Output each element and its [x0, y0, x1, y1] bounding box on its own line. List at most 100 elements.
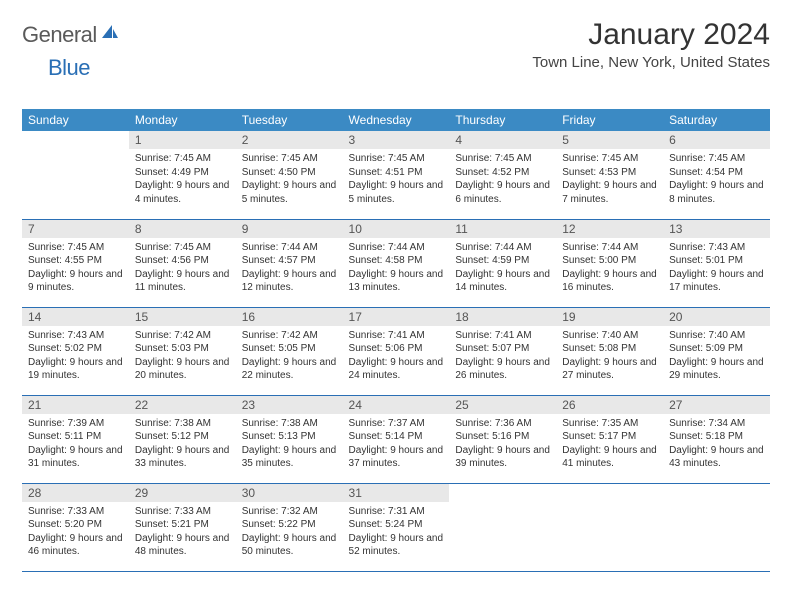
sunset-line: Sunset: 4:53 PM: [562, 166, 657, 180]
day-number: 28: [22, 484, 129, 502]
calendar-day-cell: 14Sunrise: 7:43 AMSunset: 5:02 PMDayligh…: [22, 307, 129, 395]
daylight-line: Daylight: 9 hours and 5 minutes.: [242, 179, 337, 206]
daylight-line: Daylight: 9 hours and 17 minutes.: [669, 268, 764, 295]
month-title: January 2024: [532, 18, 770, 52]
calendar-day-cell: 18Sunrise: 7:41 AMSunset: 5:07 PMDayligh…: [449, 307, 556, 395]
calendar-day-cell: 12Sunrise: 7:44 AMSunset: 5:00 PMDayligh…: [556, 219, 663, 307]
daylight-line: Daylight: 9 hours and 29 minutes.: [669, 356, 764, 383]
calendar-day-cell: 20Sunrise: 7:40 AMSunset: 5:09 PMDayligh…: [663, 307, 770, 395]
day-number: 16: [236, 308, 343, 326]
sunrise-line: Sunrise: 7:41 AM: [455, 329, 550, 343]
calendar-week-row: 21Sunrise: 7:39 AMSunset: 5:11 PMDayligh…: [22, 395, 770, 483]
daylight-line: Daylight: 9 hours and 14 minutes.: [455, 268, 550, 295]
sunset-line: Sunset: 5:21 PM: [135, 518, 230, 532]
brand-part2: Blue: [48, 55, 90, 80]
calendar-day-cell: 29Sunrise: 7:33 AMSunset: 5:21 PMDayligh…: [129, 483, 236, 571]
day-details: Sunrise: 7:42 AMSunset: 5:03 PMDaylight:…: [129, 326, 236, 383]
sunset-line: Sunset: 4:55 PM: [28, 254, 123, 268]
weekday-header: Wednesday: [343, 109, 450, 131]
day-details: Sunrise: 7:44 AMSunset: 5:00 PMDaylight:…: [556, 238, 663, 295]
sunset-line: Sunset: 4:58 PM: [349, 254, 444, 268]
sunrise-line: Sunrise: 7:45 AM: [669, 152, 764, 166]
day-number: 18: [449, 308, 556, 326]
sunset-line: Sunset: 4:54 PM: [669, 166, 764, 180]
day-details: Sunrise: 7:42 AMSunset: 5:05 PMDaylight:…: [236, 326, 343, 383]
day-details: Sunrise: 7:45 AMSunset: 4:52 PMDaylight:…: [449, 149, 556, 206]
sunrise-line: Sunrise: 7:45 AM: [135, 241, 230, 255]
day-number: 10: [343, 220, 450, 238]
daylight-line: Daylight: 9 hours and 43 minutes.: [669, 444, 764, 471]
brand-part1: General: [22, 22, 97, 48]
daylight-line: Daylight: 9 hours and 4 minutes.: [135, 179, 230, 206]
weekday-header: Saturday: [663, 109, 770, 131]
calendar-day-cell: 30Sunrise: 7:32 AMSunset: 5:22 PMDayligh…: [236, 483, 343, 571]
sunset-line: Sunset: 4:56 PM: [135, 254, 230, 268]
day-details: Sunrise: 7:38 AMSunset: 5:12 PMDaylight:…: [129, 414, 236, 471]
day-details: Sunrise: 7:43 AMSunset: 5:02 PMDaylight:…: [22, 326, 129, 383]
calendar-day-cell: 23Sunrise: 7:38 AMSunset: 5:13 PMDayligh…: [236, 395, 343, 483]
calendar-day-cell: 21Sunrise: 7:39 AMSunset: 5:11 PMDayligh…: [22, 395, 129, 483]
calendar-empty-cell: [449, 483, 556, 571]
weekday-header: Thursday: [449, 109, 556, 131]
sunrise-line: Sunrise: 7:43 AM: [28, 329, 123, 343]
day-number: 29: [129, 484, 236, 502]
sunrise-line: Sunrise: 7:45 AM: [135, 152, 230, 166]
calendar-day-cell: 6Sunrise: 7:45 AMSunset: 4:54 PMDaylight…: [663, 131, 770, 219]
day-number: 19: [556, 308, 663, 326]
day-number: 13: [663, 220, 770, 238]
sunrise-line: Sunrise: 7:44 AM: [242, 241, 337, 255]
sunrise-line: Sunrise: 7:32 AM: [242, 505, 337, 519]
daylight-line: Daylight: 9 hours and 16 minutes.: [562, 268, 657, 295]
daylight-line: Daylight: 9 hours and 27 minutes.: [562, 356, 657, 383]
daylight-line: Daylight: 9 hours and 24 minutes.: [349, 356, 444, 383]
calendar-day-cell: 4Sunrise: 7:45 AMSunset: 4:52 PMDaylight…: [449, 131, 556, 219]
calendar-day-cell: 17Sunrise: 7:41 AMSunset: 5:06 PMDayligh…: [343, 307, 450, 395]
sunset-line: Sunset: 4:49 PM: [135, 166, 230, 180]
daylight-line: Daylight: 9 hours and 37 minutes.: [349, 444, 444, 471]
day-details: Sunrise: 7:40 AMSunset: 5:09 PMDaylight:…: [663, 326, 770, 383]
calendar-day-cell: 26Sunrise: 7:35 AMSunset: 5:17 PMDayligh…: [556, 395, 663, 483]
calendar-day-cell: 8 Sunrise: 7:45 AMSunset: 4:56 PMDaylight…: [129, 219, 236, 307]
day-details: Sunrise: 7:41 AMSunset: 5:07 PMDaylight:…: [449, 326, 556, 383]
calendar-day-cell: 10Sunrise: 7:44 AMSunset: 4:58 PMDayligh…: [343, 219, 450, 307]
calendar-day-cell: 15Sunrise: 7:42 AMSunset: 5:03 PMDayligh…: [129, 307, 236, 395]
day-details: Sunrise: 7:35 AMSunset: 5:17 PMDaylight:…: [556, 414, 663, 471]
day-details: Sunrise: 7:44 AMSunset: 4:58 PMDaylight:…: [343, 238, 450, 295]
daylight-line: Daylight: 9 hours and 52 minutes.: [349, 532, 444, 559]
day-number: 9: [236, 220, 343, 238]
sunrise-line: Sunrise: 7:45 AM: [28, 241, 123, 255]
brand-logo: General: [22, 18, 121, 48]
calendar-day-cell: 1Sunrise: 7:45 AMSunset: 4:49 PMDaylight…: [129, 131, 236, 219]
sunset-line: Sunset: 5:22 PM: [242, 518, 337, 532]
day-details: Sunrise: 7:45 AMSunset: 4:50 PMDaylight:…: [236, 149, 343, 206]
day-number: 30: [236, 484, 343, 502]
sunset-line: Sunset: 5:05 PM: [242, 342, 337, 356]
calendar-day-cell: 9Sunrise: 7:44 AMSunset: 4:57 PMDaylight…: [236, 219, 343, 307]
day-number: 14: [22, 308, 129, 326]
day-number: 6: [663, 131, 770, 149]
day-number: 21: [22, 396, 129, 414]
sunrise-line: Sunrise: 7:45 AM: [562, 152, 657, 166]
daylight-line: Daylight: 9 hours and 9 minutes.: [28, 268, 123, 295]
day-number: 5: [556, 131, 663, 149]
day-number: 8: [129, 220, 236, 238]
daylight-line: Daylight: 9 hours and 46 minutes.: [28, 532, 123, 559]
daylight-line: Daylight: 9 hours and 41 minutes.: [562, 444, 657, 471]
weekday-header: Monday: [129, 109, 236, 131]
sunrise-line: Sunrise: 7:45 AM: [349, 152, 444, 166]
day-details: Sunrise: 7:45 AMSunset: 4:55 PMDaylight:…: [22, 238, 129, 295]
daylight-line: Daylight: 9 hours and 19 minutes.: [28, 356, 123, 383]
sunset-line: Sunset: 5:24 PM: [349, 518, 444, 532]
sunset-line: Sunset: 5:12 PM: [135, 430, 230, 444]
calendar-day-cell: 11Sunrise: 7:44 AMSunset: 4:59 PMDayligh…: [449, 219, 556, 307]
calendar-day-cell: 25Sunrise: 7:36 AMSunset: 5:16 PMDayligh…: [449, 395, 556, 483]
day-number: 11: [449, 220, 556, 238]
daylight-line: Daylight: 9 hours and 6 minutes.: [455, 179, 550, 206]
daylight-line: Daylight: 9 hours and 39 minutes.: [455, 444, 550, 471]
calendar-week-row: 7Sunrise: 7:45 AMSunset: 4:55 PMDaylight…: [22, 219, 770, 307]
daylight-line: Daylight: 9 hours and 11 minutes.: [135, 268, 230, 295]
day-details: Sunrise: 7:44 AMSunset: 4:59 PMDaylight:…: [449, 238, 556, 295]
sunset-line: Sunset: 4:59 PM: [455, 254, 550, 268]
daylight-line: Daylight: 9 hours and 12 minutes.: [242, 268, 337, 295]
day-details: Sunrise: 7:33 AMSunset: 5:21 PMDaylight:…: [129, 502, 236, 559]
